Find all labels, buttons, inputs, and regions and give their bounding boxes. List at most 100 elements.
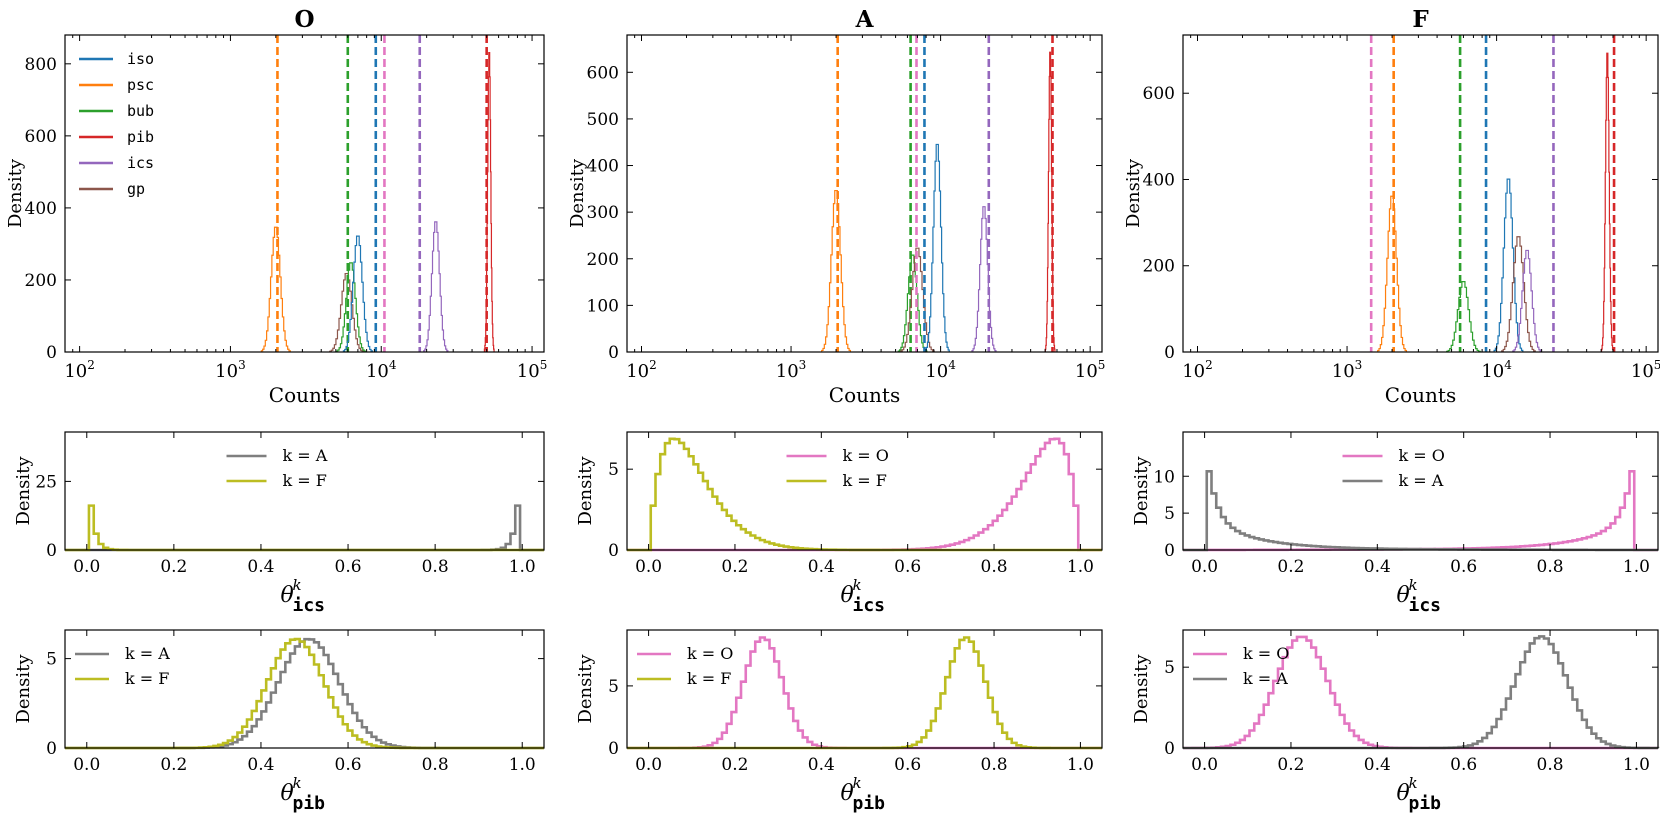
y-tick-label: 0 [46,343,57,363]
y-tick-label: 600 [587,63,619,83]
y-tick-label: 200 [25,271,57,291]
y-tick-label: 5 [1164,504,1175,524]
hist-iso [342,235,373,352]
y-tick-label: 0 [608,541,619,561]
hist-psc [1377,195,1408,352]
legend-label: k = A [125,644,170,663]
x-axis-label-subscript: pib [853,793,886,814]
hist-k-F [65,504,544,552]
x-tick-label: 0.6 [335,557,362,577]
x-tick-label: 0.0 [1191,557,1218,577]
x-tick-label: 104 [1481,358,1512,382]
legend-label: k = A [1243,669,1288,688]
x-axis-label: Counts [269,383,340,407]
y-tick-label: 0 [46,739,57,759]
y-tick-label: 500 [587,110,619,130]
legend-entry-F: k = F [637,669,731,688]
legend-entry-O: k = O [1342,446,1445,465]
x-tick-label: 0.6 [894,755,921,775]
axes-1-2: A 0 100 200 300 400 500 600 102 103 104 105 Density C… [567,6,1105,407]
x-tick-label: 103 [1332,358,1363,382]
x-tick-exponent: 2 [1205,358,1213,372]
y-tick-label: 400 [587,157,619,177]
legend-entry-psc: psc [79,76,154,94]
x-tick-label: 0.8 [1537,557,1564,577]
x-tick-label: 0.2 [721,557,748,577]
axes-frame [626,629,1103,749]
x-axis-label-subscript: pib [1409,793,1442,814]
y-tick-label: 0 [608,343,619,363]
x-tick-exponent: 3 [238,358,246,372]
legend-entry-A: k = A [1193,669,1288,688]
x-axis-label: θ [1397,583,1410,608]
legend-entry-O: k = O [1193,644,1289,663]
y-tick-label: 0 [1164,739,1175,759]
x-tick-label: 102 [626,358,657,382]
legend-label: k = F [843,471,887,490]
x-tick-label: 104 [366,358,397,382]
y-tick-label: 0 [608,739,619,759]
axes-frame [1182,431,1659,551]
axes-frame [64,431,545,551]
x-axis-label: Counts [829,383,900,407]
x-tick-label: 0.8 [422,755,449,775]
legend-entry-gp: gp [79,180,145,198]
y-axis-label: Density [1131,456,1152,526]
axes-frame [64,34,545,353]
y-tick-label: 5 [608,677,619,697]
x-tick-label: 0.0 [635,557,662,577]
legend-entry-iso: iso [79,50,154,68]
y-tick-label: 200 [587,250,619,270]
legend-entry-pib: pib [79,128,154,146]
legend-label: k = O [1243,644,1289,663]
y-tick-label: 25 [35,472,57,492]
y-tick-label: 0 [1164,343,1175,363]
x-axis-label-superscript: k [853,576,862,594]
y-tick-label: 400 [1143,170,1175,190]
x-tick-label: 105 [517,358,548,382]
y-tick-label: 600 [25,127,57,147]
legend-label: k = O [687,644,733,663]
x-tick-label: 0.0 [1191,755,1218,775]
legend-label: k = A [1399,471,1444,490]
legend-label: pib [127,128,154,146]
x-tick-label: 1.0 [509,755,536,775]
x-tick-exponent: 4 [1504,358,1512,372]
hist-k-A [65,504,544,552]
panel-title: F [1412,6,1429,33]
x-axis-label: θ [281,781,294,806]
x-axis-label-superscript: k [293,774,302,792]
legend-label: k = F [125,669,169,688]
y-tick-label: 200 [1143,257,1175,277]
y-tick-label: 5 [608,460,619,480]
y-tick-label: 800 [25,55,57,75]
hist-gp [329,272,365,352]
x-tick-label: 0.0 [73,557,100,577]
legend-label: iso [127,50,154,68]
x-axis-label: θ [841,781,854,806]
hist-iso [1493,178,1524,352]
hist-gp [1501,236,1536,352]
x-tick-exponent: 3 [799,358,807,372]
axes-1-3: F 0 200 400 600 102 103 104 105 Density Counts [1123,6,1660,407]
x-tick-label: 0.2 [721,755,748,775]
x-tick-label: 0.2 [160,557,187,577]
legend-label: psc [127,76,154,94]
legend-entry-A: k = A [75,644,170,663]
y-tick-label: 100 [587,296,619,316]
x-axis-label: Counts [1385,383,1456,407]
x-tick-label: 0.4 [247,755,274,775]
x-tick-label: 0.2 [1277,557,1304,577]
x-tick-label: 0.4 [808,755,835,775]
x-tick-exponent: 5 [1098,358,1106,372]
legend-label: k = F [283,471,327,490]
x-tick-label: 1.0 [1623,557,1650,577]
axes-frame [626,431,1103,551]
legend-label: gp [127,180,145,198]
hist-iso [924,143,950,352]
legend-entry-A: k = A [226,446,328,465]
